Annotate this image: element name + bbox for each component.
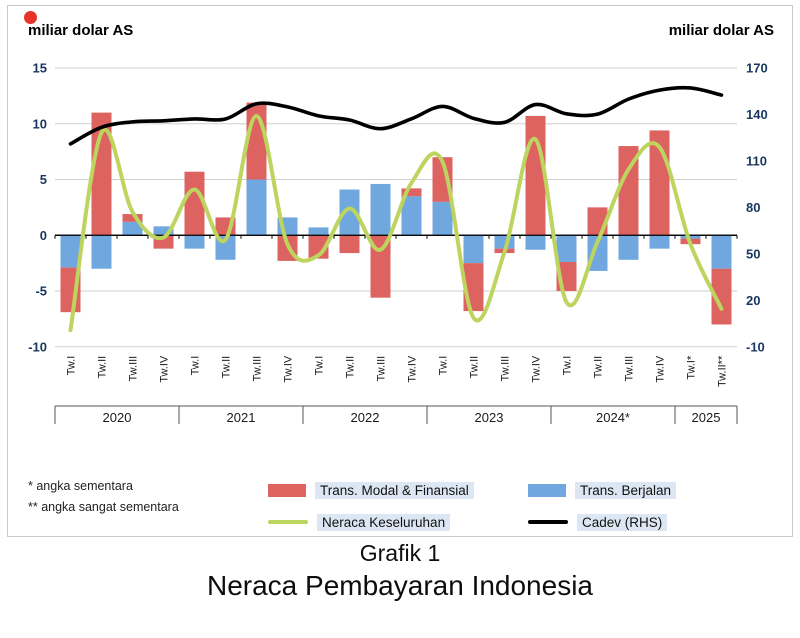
- quarter-label: Tw.IV: [531, 355, 543, 383]
- right-axis-title: miliar dolar AS: [668, 22, 774, 39]
- quarter-label: Tw.I: [190, 356, 202, 376]
- right-tick-label: 50: [746, 246, 760, 261]
- quarter-label: Tw.I: [314, 356, 326, 376]
- bar-berjalan: [649, 235, 670, 249]
- bar-berjalan: [618, 235, 639, 260]
- caption-grafik: Grafik 1: [359, 540, 441, 566]
- caption: Grafik 1 Neraca Pembayaran Indonesia: [0, 538, 800, 603]
- bar-modal-finansial: [370, 235, 391, 298]
- legend-label-berjalan: Trans. Berjalan: [575, 481, 677, 499]
- bar-berjalan: [432, 201, 453, 236]
- quarter-label: Tw.II: [593, 356, 605, 379]
- neraca-swatch: [268, 520, 308, 524]
- bar-modal-finansial: [618, 146, 639, 236]
- quarter-label: Tw.II: [97, 356, 109, 379]
- bar-berjalan: [556, 235, 577, 263]
- left-tick-label: 15: [33, 61, 47, 76]
- quarter-label: Tw.I: [438, 356, 450, 376]
- left-tick-label: 5: [40, 172, 47, 187]
- footnotes: * angka sementara ** angka sangat sement…: [28, 476, 179, 519]
- bar-berjalan: [122, 221, 143, 236]
- right-tick-label: 80: [746, 200, 760, 215]
- bar-berjalan: [153, 226, 174, 236]
- berjalan-swatch: [528, 483, 566, 497]
- footnote-sementara: * angka sementara: [28, 479, 133, 493]
- bar-berjalan: [525, 235, 546, 250]
- legend-label-modal-finansial: Trans. Modal & Finansial: [315, 481, 474, 499]
- legend-item-cadev: Cadev (RHS): [528, 512, 668, 532]
- bar-berjalan: [587, 235, 608, 271]
- legend-item-berjalan: Trans. Berjalan: [528, 480, 677, 500]
- right-tick-label: 140: [746, 107, 768, 122]
- cadev-swatch: [528, 520, 568, 524]
- year-label: 2023: [475, 410, 504, 425]
- quarter-label: Tw.II: [221, 356, 233, 379]
- bar-berjalan: [339, 189, 360, 236]
- bar-berjalan: [401, 196, 422, 236]
- bar-modal-finansial: [432, 157, 453, 202]
- right-tick-label: 170: [746, 61, 768, 76]
- footnote-sangat-sementara: ** angka sangat sementara: [28, 500, 179, 515]
- legend-item-modal-finansial: Trans. Modal & Finansial: [268, 480, 474, 500]
- neraca-keseluruhan-line: [68, 113, 724, 333]
- year-label: 2024*: [596, 410, 630, 425]
- quarter-label: Tw.I: [66, 356, 78, 376]
- left-axis-title: miliar dolar AS: [28, 22, 134, 39]
- bar-berjalan: [246, 179, 267, 236]
- quarter-label: Tw.III: [624, 356, 636, 382]
- bar-berjalan: [711, 235, 732, 269]
- bar-modal-finansial: [122, 214, 143, 222]
- red-dot-indicator: [24, 11, 37, 24]
- quarter-label: Tw.III: [128, 356, 140, 382]
- bar-berjalan: [370, 183, 391, 236]
- right-tick-label: 20: [746, 293, 760, 308]
- cadev-line: [68, 85, 724, 146]
- quarter-label: Tw.I*: [686, 355, 698, 380]
- bar-modal-finansial: [525, 115, 546, 236]
- bar-modal-finansial: [401, 188, 422, 197]
- quarter-label: Tw.IV: [283, 355, 295, 383]
- bar-berjalan: [463, 235, 484, 264]
- year-label: 2022: [351, 410, 380, 425]
- quarter-label: Tw.IV: [407, 355, 419, 383]
- year-label: 2021: [227, 410, 256, 425]
- left-tick-label: -10: [28, 339, 47, 354]
- legend-item-neraca: Neraca Keseluruhan: [268, 512, 451, 532]
- quarter-label: Tw.III: [252, 356, 264, 382]
- modal-finansial-swatch: [268, 483, 306, 497]
- bar-berjalan: [308, 227, 329, 236]
- legend-label-neraca: Neraca Keseluruhan: [317, 513, 451, 531]
- right-tick-label: 110: [746, 153, 767, 168]
- quarter-label: Tw.II**: [717, 355, 729, 387]
- bar-berjalan: [91, 235, 112, 269]
- quarter-label: Tw.II: [469, 356, 481, 379]
- left-tick-label: 10: [33, 116, 47, 131]
- quarter-label: Tw.I: [562, 356, 574, 376]
- bar-modal-finansial: [339, 235, 360, 254]
- caption-title: Neraca Pembayaran Indonesia: [206, 570, 593, 602]
- quarter-label: Tw.IV: [655, 355, 667, 383]
- year-label: 2025: [692, 410, 721, 425]
- right-tick-label: -10: [746, 339, 765, 354]
- left-tick-label: 0: [40, 228, 47, 243]
- quarter-label: Tw.III: [376, 356, 388, 382]
- quarter-label: Tw.III: [500, 356, 512, 382]
- year-label: 2020: [103, 410, 132, 425]
- bar-berjalan: [680, 235, 701, 239]
- quarter-label: Tw.IV: [159, 355, 171, 383]
- bar-berjalan: [184, 235, 205, 249]
- bar-modal-finansial: [184, 171, 205, 236]
- legend-label-cadev: Cadev (RHS): [577, 513, 668, 531]
- quarter-label: Tw.II: [345, 356, 357, 379]
- bar-berjalan: [60, 235, 81, 268]
- left-tick-label: -5: [35, 284, 47, 299]
- bar-modal-finansial: [711, 268, 732, 325]
